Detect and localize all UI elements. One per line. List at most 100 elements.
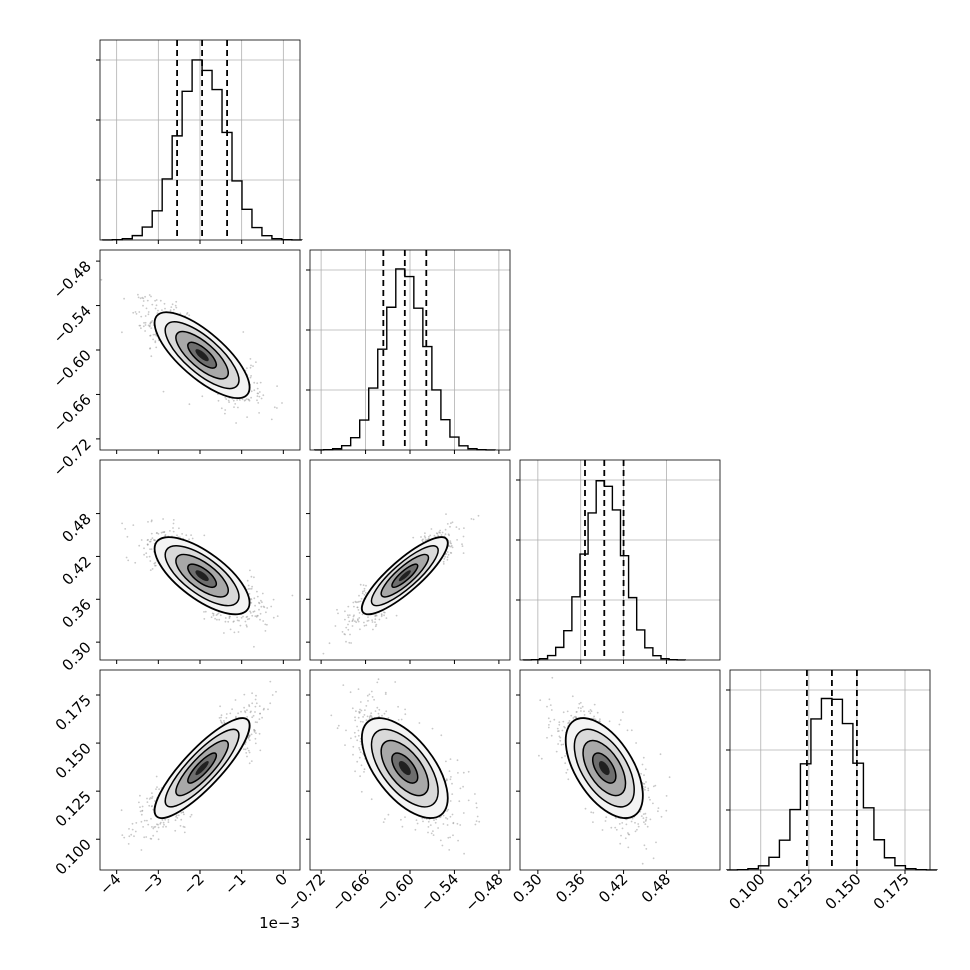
sample-point — [449, 551, 452, 554]
sample-point — [243, 693, 246, 696]
sample-point — [142, 300, 145, 302]
panel-content — [120, 680, 277, 851]
sample-point — [352, 745, 355, 748]
sample-point — [549, 704, 552, 706]
sample-point — [601, 829, 604, 831]
panel-bg — [520, 460, 720, 660]
sample-point — [427, 820, 430, 823]
sample-point — [267, 708, 269, 711]
sample-point — [272, 598, 275, 601]
sample-point — [255, 702, 258, 705]
sample-point — [146, 299, 149, 302]
sample-point — [147, 324, 150, 327]
x-tick-label-2-2: 0.42 — [595, 870, 631, 906]
sample-point — [142, 826, 145, 828]
sample-point — [456, 539, 458, 541]
sample-point — [448, 849, 451, 851]
sample-point — [148, 555, 151, 558]
sample-point — [374, 618, 377, 621]
sample-point — [363, 771, 365, 773]
sample-point — [423, 535, 426, 538]
sample-point — [548, 698, 551, 701]
sample-point — [151, 797, 153, 800]
sample-point — [568, 721, 570, 724]
contour-1 — [370, 728, 439, 808]
sample-point — [445, 760, 447, 763]
sample-point — [141, 805, 144, 808]
sample-point — [385, 710, 388, 713]
sample-point — [154, 561, 157, 564]
sample-point — [641, 862, 644, 865]
sample-point — [224, 412, 226, 415]
sample-point — [365, 705, 368, 707]
sample-point — [435, 532, 438, 535]
sample-point — [154, 340, 157, 342]
sample-point — [355, 621, 358, 624]
sample-point — [387, 717, 390, 719]
sample-point — [641, 763, 644, 766]
sample-point — [357, 609, 360, 611]
sample-point — [210, 616, 213, 619]
sample-point — [349, 691, 352, 694]
sample-point — [627, 833, 630, 836]
density-level-4 — [398, 570, 411, 582]
panel-frame — [519, 459, 721, 661]
sample-point — [270, 418, 273, 421]
sample-point — [224, 617, 227, 619]
sample-point — [643, 844, 646, 847]
sample-point — [358, 600, 360, 603]
sample-point — [149, 560, 152, 562]
sample-point — [254, 698, 257, 701]
sample-point — [579, 701, 582, 704]
sample-point — [243, 706, 246, 709]
sample-point — [546, 736, 548, 739]
sample-point — [162, 826, 165, 828]
contour-3 — [391, 752, 419, 784]
sample-point — [415, 819, 418, 821]
sample-point — [203, 534, 206, 537]
sample-point — [367, 700, 369, 702]
sample-point — [232, 621, 235, 623]
sample-point — [162, 390, 165, 393]
sample-point — [371, 696, 374, 698]
sample-point — [134, 561, 137, 564]
sample-point — [362, 590, 364, 593]
sample-point — [347, 605, 350, 608]
panel-content — [100, 278, 283, 424]
sample-point — [358, 712, 361, 714]
sample-point — [474, 823, 477, 826]
sample-point — [245, 752, 248, 754]
sample-point — [140, 539, 143, 541]
sample-point — [467, 799, 470, 802]
sample-point — [128, 828, 130, 830]
sample-point — [152, 338, 155, 341]
sample-point — [247, 588, 250, 590]
sample-point — [432, 830, 434, 832]
sample-point — [145, 836, 148, 838]
sample-point — [424, 539, 427, 542]
sample-point — [150, 355, 153, 358]
sample-point — [341, 631, 344, 633]
sample-point — [253, 729, 256, 731]
sample-point — [363, 590, 366, 592]
sample-point — [167, 821, 170, 823]
sample-point — [131, 828, 134, 831]
sample-point — [219, 705, 222, 708]
sample-point — [575, 711, 578, 713]
sample-point — [250, 375, 253, 377]
sample-point — [148, 798, 151, 800]
sample-point — [577, 707, 580, 709]
density-level-4 — [195, 349, 209, 362]
sample-point — [345, 729, 347, 732]
y-tick-label-1-0: −0.72 — [50, 435, 95, 480]
sample-point — [258, 391, 261, 393]
sample-point — [426, 538, 428, 541]
contour-2 — [175, 553, 229, 598]
sample-point — [149, 323, 152, 325]
sample-point — [463, 852, 465, 855]
sample-point — [345, 640, 347, 643]
contour-0 — [153, 717, 251, 819]
sample-point — [477, 514, 480, 517]
sample-point — [138, 801, 140, 804]
sample-point — [244, 399, 247, 401]
